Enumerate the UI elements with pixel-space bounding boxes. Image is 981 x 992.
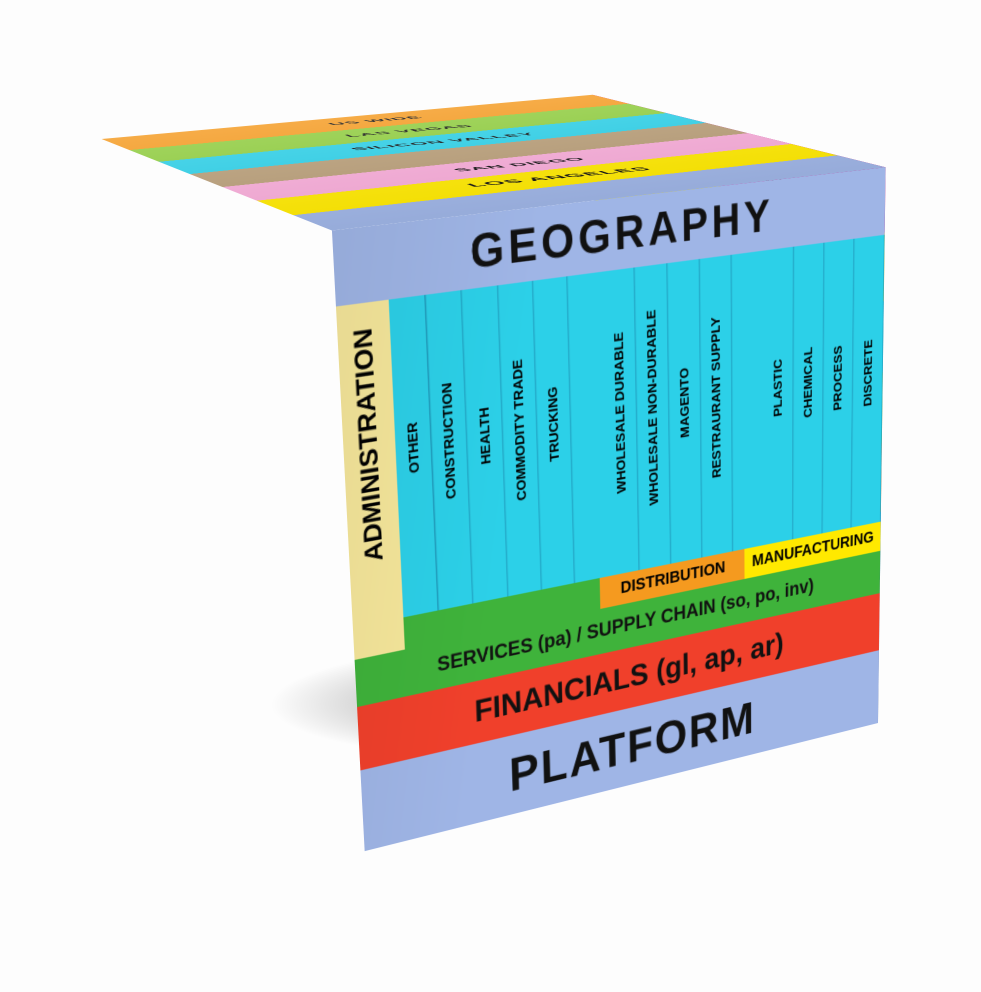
front-detail-col-9: RESTRAURANT SUPPLY (699, 255, 732, 558)
front-detail-col-12: CHEMICAL (793, 243, 825, 540)
cube-face-front: PLATFORM FINANCIALS (gl, ap, ar) SERVICE… (331, 167, 885, 851)
front-detail-col-13: PROCESS (822, 239, 854, 534)
front-detail-col-6: WHOLESALE DURABLE (600, 268, 639, 577)
front-detail-col-7: WHOLESALE NON-DURABLE (634, 263, 671, 570)
cube: PLATFORM FINANCIALS (gl, ap, ar) SERVICE… (205, 128, 729, 750)
front-detail-col-5 (567, 272, 606, 583)
front-detail-col-11: PLASTIC (762, 247, 793, 546)
front-detail-col-8: MAGENTO (667, 259, 702, 564)
front-detail-col-14: DISCRETE (851, 235, 884, 528)
scene: PLATFORM FINANCIALS (gl, ap, ar) SERVICE… (491, 432, 981, 992)
front-detail-col-10 (731, 251, 762, 551)
